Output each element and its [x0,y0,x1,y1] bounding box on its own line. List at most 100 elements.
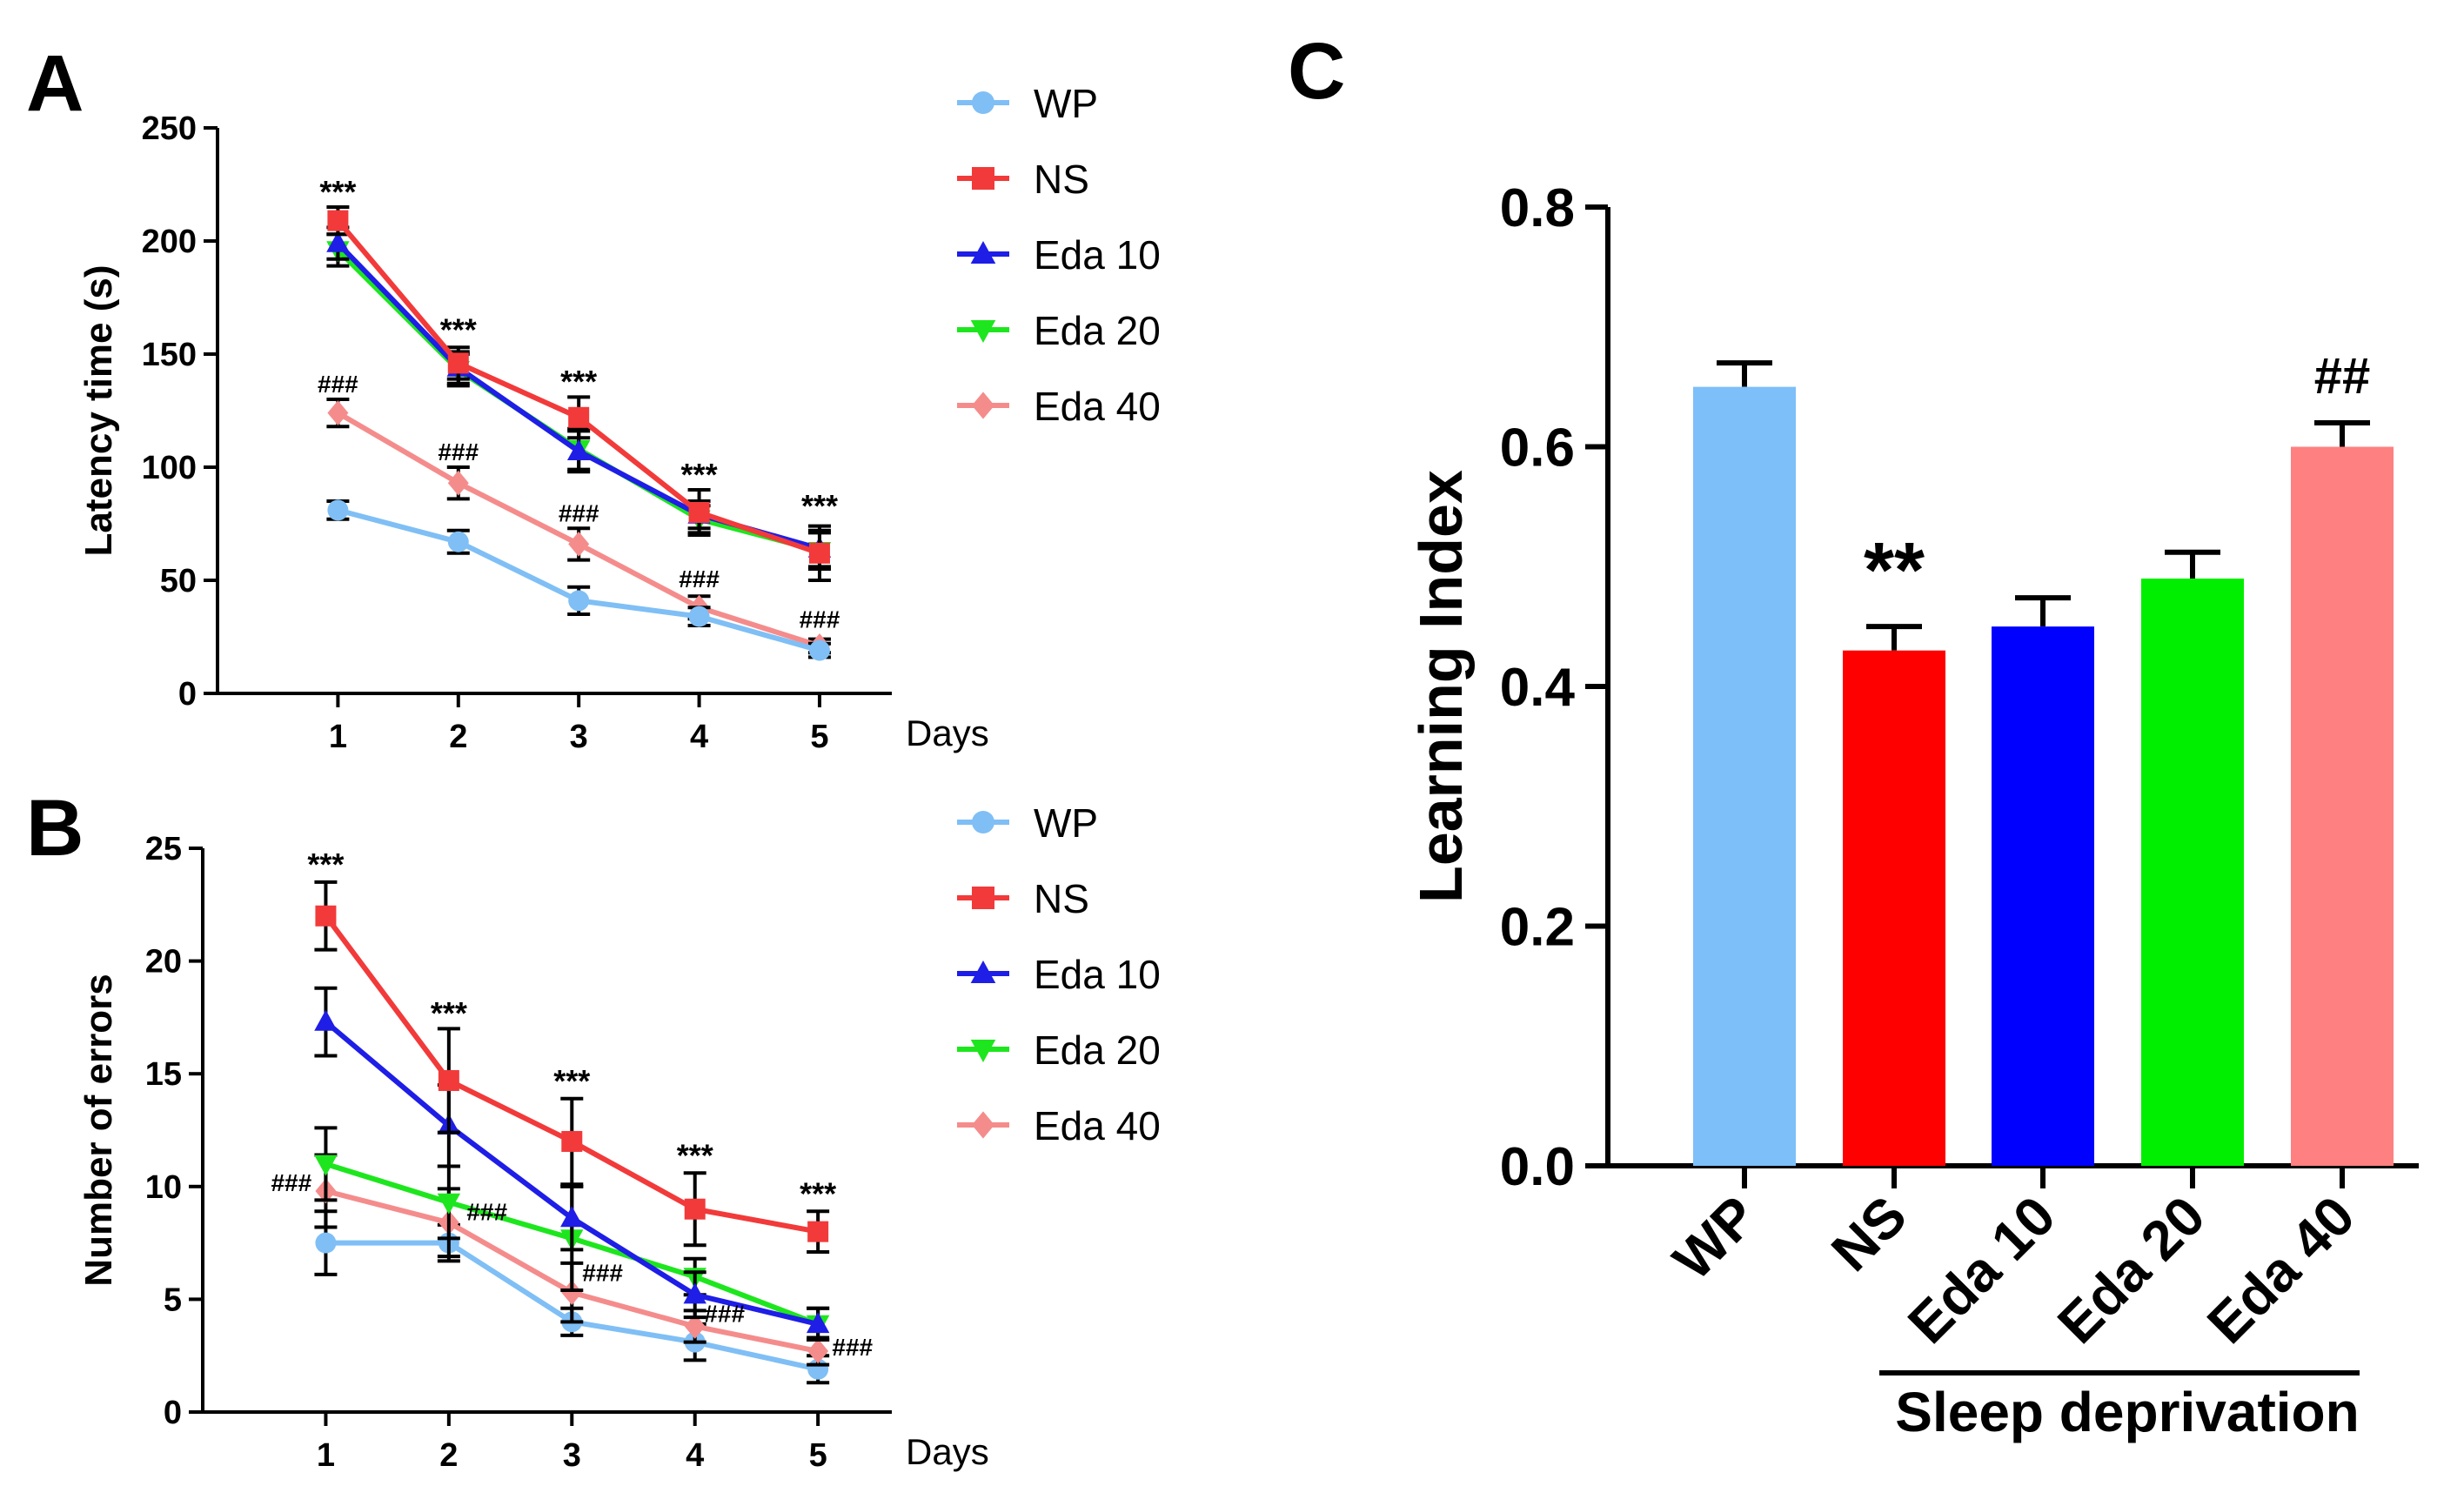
significance-stars: *** [560,364,597,399]
y-axis-title: Latency time (s) [77,265,120,557]
data-point-wp [315,1232,337,1254]
legend-item-eda-40: Eda 40 [957,1103,1161,1148]
legend-label: Eda 10 [1034,232,1161,278]
x-tick-label: 5 [809,1437,827,1474]
data-point-wp [688,606,710,627]
legend-marker [972,887,994,909]
x-tick-label: 3 [563,1437,581,1474]
y-tick-label: 50 [160,563,197,599]
y-tick-label: 0.8 [1500,178,1575,238]
legend-marker [972,811,994,833]
y-tick-label: 0 [178,676,197,713]
legend-item-ns: NS [957,876,1089,921]
panel-letter: C [1288,27,1345,116]
panel-letter: A [26,39,84,128]
y-tick-label: 0.4 [1500,658,1576,718]
legend-label: WP [1034,81,1098,126]
significance-stars: ** [1864,527,1925,614]
y-tick-label: 150 [142,337,197,373]
significance-hash: ### [438,438,479,465]
series-wp [326,499,831,661]
data-point-eda-20 [437,1193,461,1215]
significance-stars: *** [681,457,718,492]
legend-label: Eda 20 [1034,1027,1161,1073]
significance-hash: ### [271,1169,311,1196]
x-tick-label: 4 [686,1437,704,1474]
significance-hash: ### [582,1260,623,1287]
y-tick-label: 10 [145,1169,182,1206]
data-point-eda-10 [314,1009,338,1031]
legend-item-ns: NS [957,157,1089,202]
significance-hash: ### [832,1334,873,1361]
data-point-eda-40 [561,1280,583,1306]
significance-stars: *** [431,995,467,1031]
data-point-ns [561,1130,583,1152]
significance-stars: *** [319,174,356,210]
legend-item-eda-40: Eda 40 [957,384,1161,429]
x-tick-label: 2 [449,719,467,755]
significance-stars: *** [553,1063,590,1099]
data-point-eda-40 [327,400,349,425]
y-tick-label: 20 [145,944,182,981]
legend-marker [970,319,996,343]
significance-hash: ### [704,1300,745,1327]
significance-hash: ### [559,499,599,526]
legend-item-eda-10: Eda 10 [957,232,1161,278]
legend-label: WP [1034,800,1098,846]
data-point-ns [684,1198,706,1220]
significance-hash: ### [800,606,840,633]
x-tick-label: 4 [690,719,708,755]
data-point-eda-20 [314,1155,338,1176]
panel-b: B 0 5 10 15 20 25 1 2 3 4 5 Days Number of errors *** *… [26,784,1161,1474]
panel-letter: B [26,784,84,873]
group-label: Sleep deprivation [1895,1381,2359,1443]
x-axis-title: Days [906,713,989,753]
data-point-ns [438,1069,459,1091]
bar-wp [1693,386,1796,1166]
data-point-ns [327,210,349,231]
legend-marker [972,1111,994,1139]
x-tick-label: Eda 20 [2046,1184,2217,1355]
data-point-wp [327,499,349,521]
x-tick-label: 2 [439,1437,458,1474]
data-point-eda-10 [560,1206,584,1228]
legend-marker [972,91,994,114]
x-tick-label: 3 [570,719,588,755]
y-tick-label: 0 [164,1395,182,1431]
data-point-eda-10 [806,1312,830,1334]
y-tick-label: 15 [145,1056,182,1093]
legend-label: Eda 20 [1034,308,1161,353]
x-tick-label: WP [1661,1184,1769,1292]
y-tick-label: 5 [164,1282,182,1318]
significance-stars: *** [307,847,344,882]
y-tick-label: 25 [145,831,182,867]
data-point-eda-40 [684,1314,706,1339]
y-tick-label: 250 [142,110,197,147]
bar-eda-10 [1992,626,2094,1166]
data-point-eda-40 [807,1338,829,1364]
data-point-eda-10 [683,1282,706,1304]
significance-hash: ## [2314,348,2371,405]
legend-marker [970,1039,996,1062]
legend-item-eda-20: Eda 20 [957,1027,1161,1073]
data-point-ns [315,905,337,927]
data-point-ns [808,542,830,564]
bar-ns [1843,650,1945,1166]
significance-hash: ### [318,371,358,398]
legend-marker [970,960,996,984]
significance-stars: *** [801,488,838,524]
legend-item-wp: WP [957,81,1098,126]
significance-stars: *** [677,1137,713,1173]
x-tick-label: Eda 40 [2195,1184,2367,1355]
legend-label: NS [1034,876,1089,921]
panel-a: A 0 50 100 150 200 250 1 2 3 4 5 Days Latency time (s… [26,39,1161,755]
x-tick-label: NS [1819,1184,1918,1283]
significance-stars: *** [440,311,477,347]
legend-label: Eda 10 [1034,952,1161,997]
x-tick-label: 1 [329,719,347,755]
data-point-ns [568,406,590,428]
y-tick-label: 0.0 [1500,1137,1575,1197]
legend-item-wp: WP [957,800,1098,846]
